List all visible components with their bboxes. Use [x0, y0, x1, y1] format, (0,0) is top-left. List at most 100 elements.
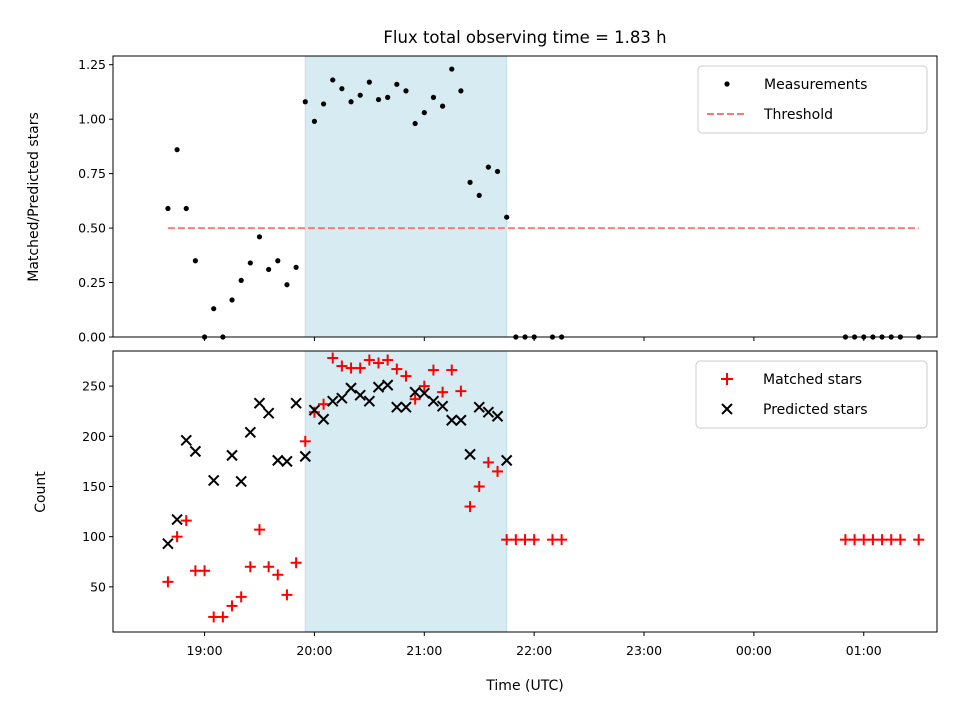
- x-tick-label: 00:00: [736, 643, 772, 658]
- measurement-point: [494, 168, 501, 175]
- panel-counts: 50 100 150 200 250 19:00 20:00 21:00 22:00 23:00…: [33, 350, 938, 694]
- matched-star-point: [382, 354, 394, 366]
- measurement-point: [339, 86, 345, 92]
- matched-star-point: [199, 565, 211, 577]
- y-tick-label: 1.00: [78, 112, 106, 127]
- matched-star-point: [217, 611, 229, 623]
- predicted-star-point: [409, 386, 421, 398]
- predicted-star-point: [336, 392, 348, 404]
- matched-star-point: [180, 515, 192, 527]
- measurement-point: [293, 264, 299, 270]
- predicted-star-point: [400, 401, 412, 413]
- measurement-point: [467, 179, 473, 185]
- measurement-point: [430, 94, 437, 100]
- measurement-point: [449, 66, 455, 72]
- y-tick-label: 50: [90, 579, 106, 594]
- matched-star-point: [427, 364, 439, 376]
- measurement-point: [183, 205, 189, 212]
- matched-star-point: [437, 386, 449, 398]
- legend-label-predicted: Predicted stars: [763, 402, 868, 418]
- y-axis-label: Matched/Predicted stars: [26, 112, 42, 282]
- measurement-point: [266, 266, 272, 273]
- predicted-star-point: [446, 414, 458, 426]
- predicted-star-point: [290, 397, 302, 409]
- legend: Measurements Threshold: [697, 65, 928, 134]
- y-tick-label: 0.25: [78, 275, 106, 290]
- matched-star-point: [556, 534, 568, 546]
- predicted-star-point: [372, 381, 385, 393]
- matched-star-point: [171, 531, 183, 543]
- matched-star-point: [528, 534, 540, 546]
- measurement-point: [284, 282, 290, 288]
- x-tick-label: 23:00: [626, 643, 662, 658]
- predicted-star-point: [436, 400, 449, 412]
- predicted-star-point: [391, 401, 403, 413]
- measurement-point: [320, 101, 327, 107]
- count-marks: [162, 352, 925, 623]
- measurement-point: [403, 88, 409, 94]
- legend-marker-matched: [721, 373, 733, 385]
- legend-marker-predicted: [721, 403, 733, 415]
- matched-star-point: [281, 589, 293, 601]
- matched-star-point: [455, 385, 467, 397]
- measurement-point: [229, 297, 235, 303]
- predicted-star-point: [427, 395, 440, 407]
- measurement-point: [174, 147, 180, 153]
- measurement-point: [421, 110, 427, 116]
- measurement-point: [247, 260, 253, 266]
- predicted-star-point: [327, 395, 339, 407]
- matched-star-point: [409, 393, 421, 405]
- matched-star-point: [327, 352, 339, 364]
- measurement-point: [476, 192, 482, 199]
- legend-label-measurements: Measurements: [764, 77, 867, 93]
- predicted-star-point: [208, 474, 220, 487]
- y-axis-ticks: 50 100 150 200 250: [82, 379, 113, 594]
- matched-star-point: [244, 561, 256, 573]
- predicted-star-point: [363, 395, 376, 407]
- matched-star-point: [253, 524, 265, 536]
- predicted-star-point: [253, 397, 266, 409]
- measurement-point: [458, 88, 464, 94]
- measurement-point: [311, 118, 318, 124]
- axes-frame: [112, 55, 938, 338]
- matched-star-point: [226, 600, 238, 612]
- measurement-point: [275, 258, 281, 264]
- predicted-star-point: [262, 407, 275, 419]
- measurement-point: [366, 79, 372, 85]
- predicted-star-point: [235, 475, 247, 488]
- predicted-star-point: [455, 414, 467, 426]
- predicted-star-point: [381, 379, 394, 391]
- panel-ratio: 0.00 0.25 0.50 0.75 1.00 1.25 Matched/Predict…: [26, 55, 938, 345]
- y-tick-label: 100: [82, 529, 106, 544]
- measurement-point: [504, 214, 510, 220]
- legend-label-matched: Matched stars: [763, 372, 862, 388]
- predicted-star-point: [189, 445, 202, 458]
- predicted-star-point: [308, 404, 321, 416]
- measurement-point: [330, 77, 336, 83]
- matched-star-point: [263, 561, 275, 573]
- predicted-star-point: [317, 413, 330, 425]
- matched-star-point: [290, 557, 302, 569]
- predicted-star-point: [244, 426, 257, 438]
- predicted-star-point: [418, 387, 430, 399]
- x-tick-label: 01:00: [846, 643, 882, 658]
- measurement-point: [192, 258, 198, 264]
- matched-star-point: [391, 363, 403, 375]
- predicted-star-point: [272, 454, 284, 467]
- observing-interval-shade: [304, 55, 508, 338]
- matched-star-point: [894, 534, 906, 546]
- x-axis-ticks: 19:00 20:00 21:00 22:00 23:00 00:00 01:00: [187, 632, 882, 658]
- measurement-point: [357, 92, 363, 98]
- matched-star-point: [418, 380, 430, 392]
- predicted-star-point: [464, 448, 476, 461]
- legend: Matched stars Predicted stars: [695, 360, 928, 429]
- y-tick-label: 150: [82, 479, 106, 494]
- measurement-point: [440, 103, 446, 109]
- measurement-point: [394, 81, 400, 87]
- measurement-point: [211, 306, 217, 312]
- axes-frame: [112, 350, 938, 633]
- measurement-point: [385, 94, 391, 100]
- matched-star-point: [446, 364, 458, 376]
- matched-star-point: [162, 576, 174, 588]
